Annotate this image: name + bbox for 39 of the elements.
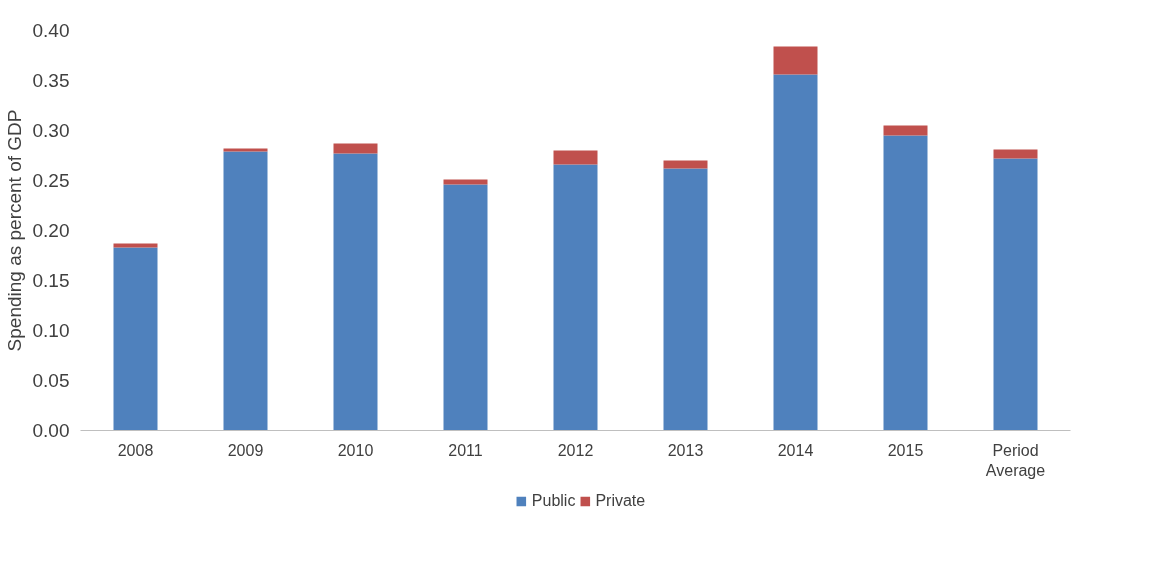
bar — [113, 247, 158, 431]
bar — [553, 150, 598, 165]
x-tick-label: 2008 — [117, 441, 154, 459]
x-tick-label: 2011 — [448, 441, 483, 459]
x-tick-label: 2015 — [887, 441, 924, 459]
bar — [773, 74, 818, 431]
x-tick-label: 2014 — [777, 441, 814, 459]
y-tick-label: 0.00 — [32, 420, 70, 441]
legend-label: Public — [531, 492, 576, 510]
bar — [223, 148, 268, 152]
x-tick-label: Period Average — [985, 441, 1046, 479]
x-tick-label: 2010 — [337, 441, 374, 459]
bar — [113, 243, 158, 248]
bar — [663, 160, 708, 169]
x-tick-label: 2009 — [227, 441, 264, 459]
bar — [883, 125, 928, 136]
y-tick-label: 0.05 — [32, 370, 70, 391]
y-tick-label: 0.15 — [32, 270, 70, 291]
y-tick-label: 0.35 — [32, 70, 70, 91]
y-tick-label: 0.40 — [32, 20, 70, 41]
bar — [223, 151, 268, 431]
y-tick-label: 0.20 — [32, 220, 70, 241]
y-tick-label: 0.10 — [32, 320, 70, 341]
x-tick-label: 2013 — [667, 441, 704, 459]
bar — [553, 164, 598, 431]
bar — [883, 135, 928, 431]
bar — [333, 143, 378, 154]
bar — [993, 149, 1038, 159]
y-tick-label: 0.30 — [32, 120, 70, 141]
bar — [773, 46, 818, 75]
bar — [443, 179, 488, 185]
y-axis-title: Spending as percent of GDP — [3, 109, 25, 352]
x-tick-label: 2012 — [557, 441, 594, 459]
legend-label: Private — [595, 492, 646, 510]
bar — [663, 168, 708, 431]
bar — [443, 184, 488, 431]
bar — [993, 158, 1038, 431]
y-tick-label: 0.25 — [32, 170, 70, 191]
bar — [333, 153, 378, 431]
